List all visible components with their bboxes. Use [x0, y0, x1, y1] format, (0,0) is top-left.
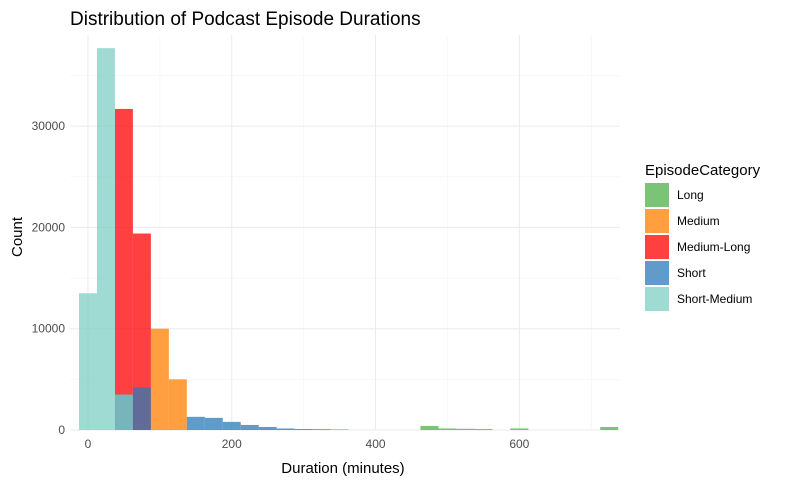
histogram-bar — [132, 233, 151, 430]
histogram-bar — [96, 48, 115, 431]
legend-label: Medium-Long — [677, 240, 750, 254]
legend-items: Long Medium Medium-Long Short Short-Medium — [645, 183, 752, 311]
x-tick-label: 200 — [222, 437, 242, 451]
histogram-bar — [456, 428, 475, 430]
legend-key — [645, 183, 669, 207]
series-short-medium — [78, 48, 133, 431]
legend-title: EpisodeCategory — [645, 162, 761, 179]
legend-key — [645, 287, 669, 311]
histogram-bar — [312, 429, 331, 430]
x-axis-title: Duration (minutes) — [281, 460, 404, 477]
legend-key — [645, 235, 669, 259]
legend-key — [645, 209, 669, 233]
y-tick-label: 20000 — [32, 220, 66, 234]
legend-key — [645, 261, 669, 285]
x-tick-label: 0 — [85, 437, 92, 451]
legend: EpisodeCategory Long Medium Medium-Long Sho… — [645, 162, 761, 311]
y-axis-title: Count — [9, 216, 26, 257]
x-tick-label: 600 — [509, 437, 529, 451]
y-tick-label: 10000 — [32, 322, 66, 336]
series-medium — [150, 328, 187, 430]
histogram-bar — [114, 394, 133, 430]
histogram-bar — [294, 428, 313, 430]
histogram-bar — [276, 428, 295, 430]
histogram-bar — [240, 424, 259, 430]
histogram-bar — [168, 379, 187, 430]
histogram-bar — [258, 426, 277, 430]
x-tick-label: 400 — [366, 437, 386, 451]
histogram-bar — [420, 425, 439, 430]
y-tick-label: 0 — [58, 423, 65, 437]
series-medium-long — [114, 108, 151, 430]
legend-label: Short-Medium — [677, 292, 752, 306]
histogram-bar — [186, 416, 205, 430]
histogram-bar — [114, 108, 133, 430]
legend-label: Medium — [677, 214, 720, 228]
histogram-bar — [474, 428, 493, 430]
legend-label: Long — [677, 188, 704, 202]
histogram-bar — [132, 387, 151, 430]
histogram-bar — [204, 417, 223, 430]
y-tick-label: 30000 — [32, 119, 66, 133]
histogram-bar — [510, 428, 529, 430]
bars — [78, 48, 619, 431]
histogram-bar — [222, 421, 241, 430]
series-long — [420, 425, 619, 430]
legend-label: Short — [677, 266, 706, 280]
axes: 0 200 400 600 0 10000 20000 30000 — [32, 119, 530, 451]
histogram-bar — [438, 428, 457, 430]
histogram-bar — [330, 429, 349, 430]
histogram-bar — [78, 293, 97, 430]
histogram-bar — [150, 328, 169, 430]
chart-title: Distribution of Podcast Episode Duration… — [70, 9, 421, 30]
histogram-bar — [600, 426, 619, 430]
